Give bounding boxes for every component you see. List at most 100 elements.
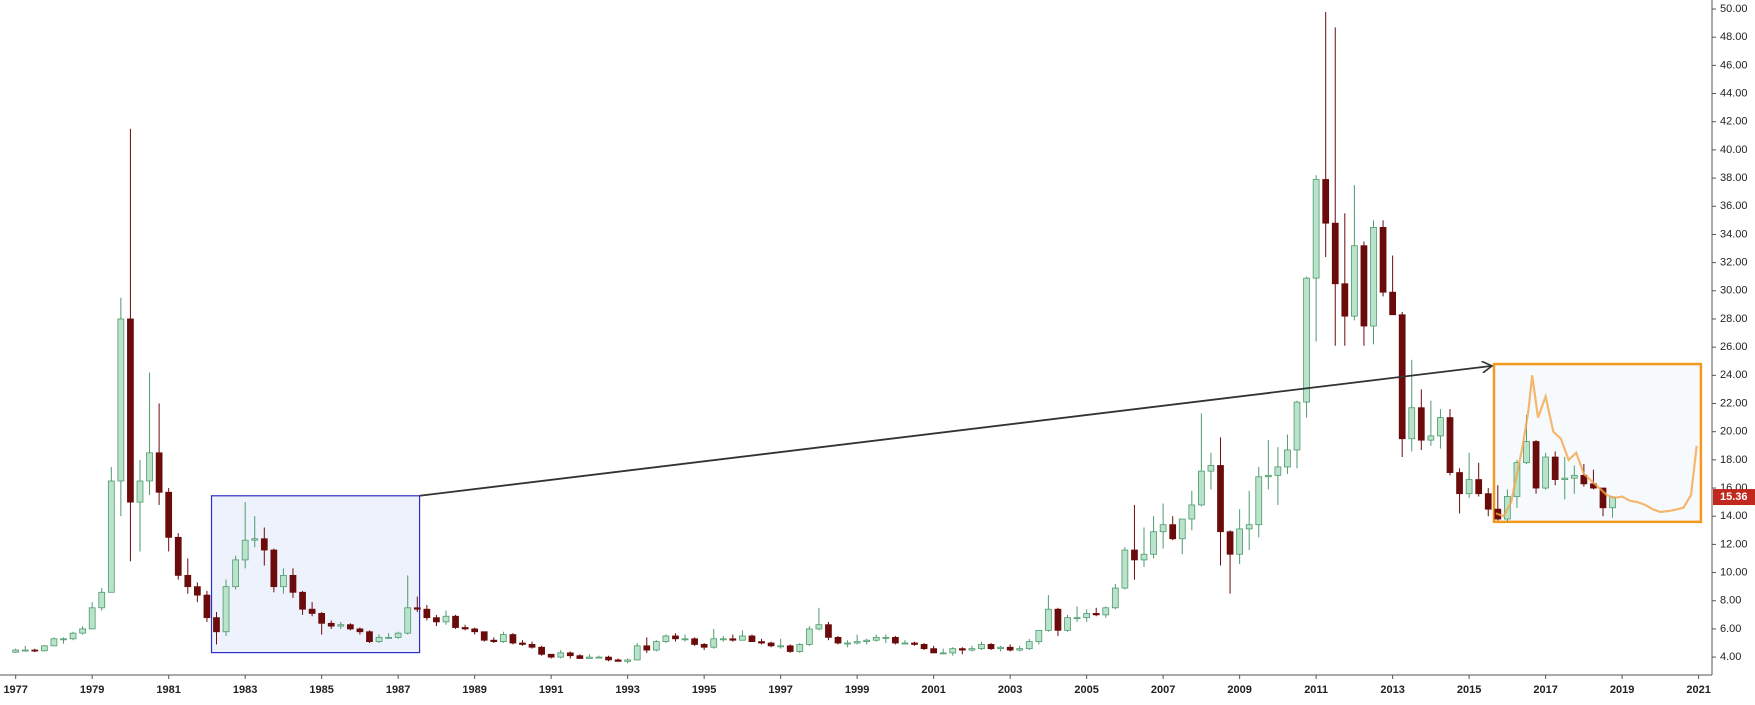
candle-body (1083, 613, 1091, 619)
candle-body (308, 608, 316, 614)
x-tick-label: 1993 (615, 684, 639, 696)
candle-body (681, 638, 689, 641)
x-tick-label: 2013 (1380, 684, 1404, 696)
candle-body (1599, 487, 1607, 509)
y-tick-label: 30.00 (1720, 285, 1748, 297)
candle-body (614, 659, 622, 662)
candle-body (1073, 617, 1081, 620)
candle-body (1475, 479, 1483, 495)
candle-body (586, 656, 593, 659)
y-tick-label: 40.00 (1720, 144, 1748, 156)
candle-body (98, 591, 106, 609)
candle-body (643, 645, 651, 651)
candle-body (241, 539, 249, 561)
y-tick-label: 6.00 (1720, 623, 1741, 635)
candle-body (1245, 524, 1253, 530)
candle-body (892, 636, 899, 644)
candle-body (1561, 477, 1569, 480)
candle-body (356, 628, 364, 633)
candle-body (748, 635, 756, 643)
x-tick-label: 2015 (1457, 684, 1481, 696)
candle-body (1169, 524, 1177, 540)
candle-body (31, 649, 39, 652)
candle-body (1360, 245, 1368, 327)
x-tick-label: 2009 (1227, 684, 1251, 696)
candle-body (1284, 449, 1291, 468)
candle-body (1341, 283, 1349, 317)
candle-body (50, 638, 58, 647)
candle-body (213, 617, 220, 633)
candle-body (174, 536, 182, 576)
y-tick-label: 46.00 (1720, 59, 1748, 71)
x-tick-label: 1997 (768, 684, 792, 696)
candle-body (1092, 613, 1100, 616)
x-tick-label: 2003 (998, 684, 1022, 696)
x-tick-label: 1989 (462, 684, 486, 696)
candle-body (1131, 549, 1138, 561)
candle-body (117, 318, 125, 482)
last-price-label: 15.36 (1720, 491, 1748, 503)
candle-body (1351, 245, 1358, 317)
candle-body (1264, 474, 1272, 478)
last-price-tag (1713, 489, 1755, 506)
candle-body (633, 645, 641, 661)
y-tick-label: 8.00 (1720, 595, 1741, 607)
candle-body (327, 622, 335, 627)
x-tick-label: 1999 (845, 684, 869, 696)
candle-body (949, 648, 957, 654)
candle-body (1408, 407, 1416, 440)
candle-body (1236, 528, 1243, 555)
candle-body (1025, 641, 1033, 650)
y-tick-label: 28.00 (1720, 313, 1748, 325)
candle-body (1532, 441, 1540, 489)
candle-body (136, 480, 144, 503)
candle-body (480, 631, 488, 641)
candle-body (1006, 646, 1014, 651)
candle-body (1016, 648, 1024, 651)
candle-body (519, 642, 526, 645)
candle-body (1054, 608, 1062, 631)
candle-body (146, 452, 153, 482)
candle-body (452, 615, 459, 628)
candle-body (1293, 401, 1301, 451)
candle-body (557, 652, 565, 658)
x-tick-label: 1981 (156, 684, 180, 696)
candle-body (1465, 479, 1473, 495)
candle-body (251, 538, 259, 541)
candle-body (1570, 474, 1578, 479)
candle-body (997, 646, 1004, 650)
candle-body (911, 642, 918, 645)
candle-body (1513, 462, 1521, 497)
candle-body (346, 624, 354, 630)
candle-body (566, 652, 574, 657)
candle-body (920, 644, 928, 650)
candle-body (1064, 617, 1071, 631)
candle-body (1207, 465, 1215, 472)
candle-body (1178, 518, 1186, 540)
candle-body (863, 639, 871, 643)
candle-body (165, 491, 173, 538)
candle-body (88, 607, 96, 630)
y-tick-label: 50.00 (1720, 3, 1748, 15)
candle-body (1255, 476, 1263, 526)
candle-body (270, 549, 278, 588)
x-tick-label: 2021 (1686, 684, 1710, 696)
x-tick-label: 2005 (1074, 684, 1098, 696)
candle-body (21, 649, 29, 652)
projection-line (1495, 375, 1698, 518)
x-tick-label: 1985 (309, 684, 333, 696)
x-tick-label: 2019 (1610, 684, 1634, 696)
candle-body (1035, 629, 1043, 643)
x-tick-label: 2001 (921, 684, 945, 696)
y-tick-label: 48.00 (1720, 31, 1748, 43)
candle-body (958, 648, 966, 651)
candle-body (280, 574, 287, 588)
candle-body (1456, 472, 1463, 495)
candle-body (1331, 222, 1339, 285)
candle-body (1312, 179, 1320, 279)
candle-body (1379, 226, 1387, 293)
candle-body (155, 452, 163, 493)
candle-body (729, 638, 737, 641)
